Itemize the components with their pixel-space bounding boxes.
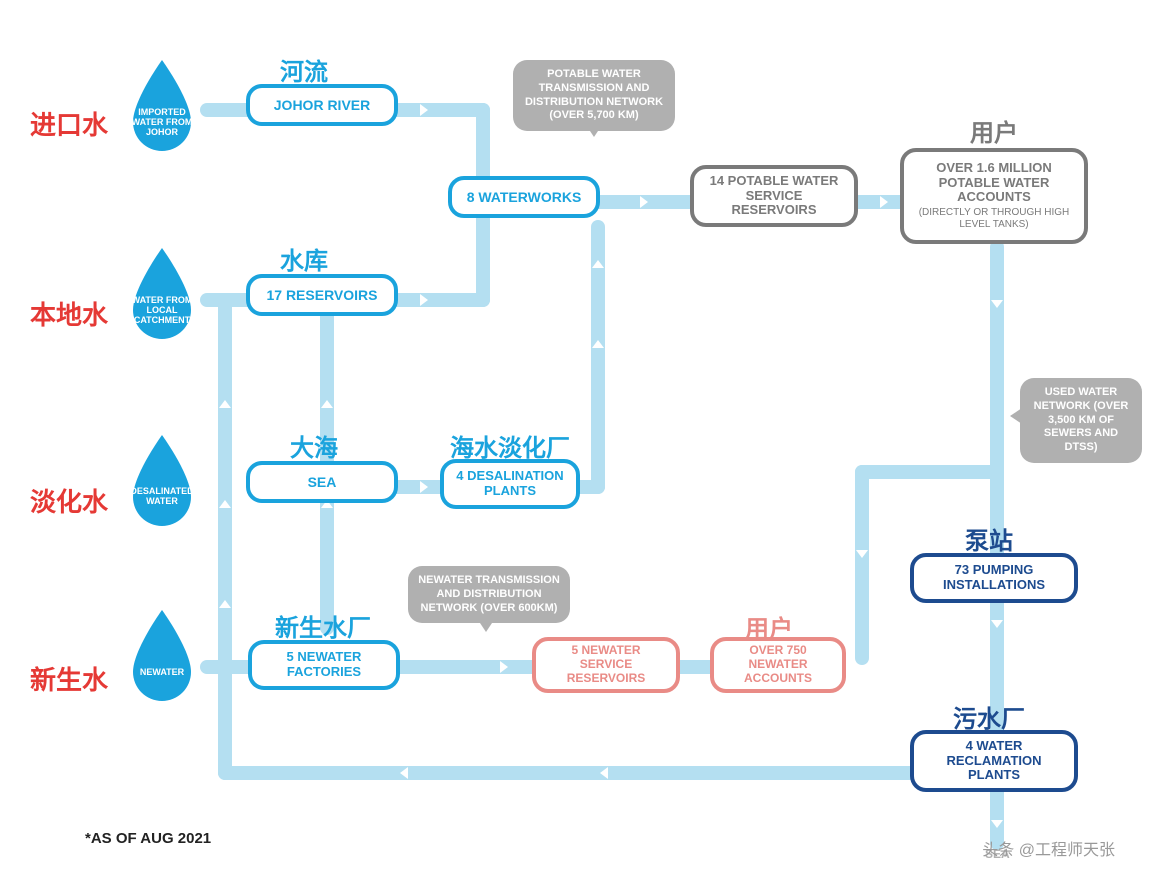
node-sea: SEA	[246, 461, 398, 503]
flow-arrow	[500, 661, 508, 673]
flow-arrow	[321, 400, 333, 408]
flow-arrow	[880, 196, 888, 208]
watermark: 头条 @工程师天张	[982, 836, 1115, 860]
pipe	[476, 210, 490, 307]
info-used-water-network: USED WATER NETWORK (OVER 3,500 KM OF SEW…	[1020, 378, 1142, 463]
node-accounts-sub: (DIRECTLY OR THROUGH HIGH LEVEL TANKS)	[912, 207, 1076, 231]
heading-pump: 泵站	[965, 521, 1013, 556]
flow-arrow	[420, 481, 428, 493]
pipe	[855, 465, 1004, 479]
info-newater-network: NEWATER TRANSMISSION AND DISTRIBUTION NE…	[408, 566, 570, 623]
flow-arrow	[219, 600, 231, 608]
flow-arrow	[420, 294, 428, 306]
flow-arrow	[856, 550, 868, 558]
heading-river: 河流	[280, 52, 328, 87]
flow-arrow	[400, 767, 408, 779]
node-johor-river: JOHOR RIVER	[246, 84, 398, 126]
drop-icon-newater	[125, 610, 199, 710]
pipe	[855, 465, 869, 665]
node-potable-reservoirs: 14 POTABLE WATER SERVICE RESERVOIRS	[690, 165, 858, 227]
node-accounts-main: OVER 1.6 MILLION POTABLE WATER ACCOUNTS	[912, 161, 1076, 206]
drop-label-desal: DESALINATED WATER	[125, 487, 199, 507]
heading-reservoir: 水库	[280, 241, 328, 276]
info-notch	[586, 125, 602, 137]
label-local-cn: 本地水	[30, 295, 108, 332]
flow-arrow	[991, 300, 1003, 308]
info-potable-network: POTABLE WATER TRANSMISSION AND DISTRIBUT…	[513, 60, 675, 131]
flow-arrow	[991, 620, 1003, 628]
info-notch	[478, 620, 494, 632]
label-imported-cn: 进口水	[30, 105, 108, 142]
drop-icon-desal	[125, 435, 199, 535]
flow-arrow	[991, 820, 1003, 828]
drop-label-newater: NEWATER	[125, 668, 199, 678]
pipe	[390, 293, 490, 307]
heading-newater-plant: 新生水厂	[275, 608, 371, 643]
node-newater-accounts: OVER 750 NEWATER ACCOUNTS	[710, 637, 846, 693]
flow-arrow	[219, 400, 231, 408]
flow-arrow	[640, 196, 648, 208]
node-waterworks: 8 WATERWORKS	[448, 176, 600, 218]
heading-sea: 大海	[290, 428, 338, 463]
node-17-reservoirs: 17 RESERVOIRS	[246, 274, 398, 316]
node-accounts: OVER 1.6 MILLION POTABLE WATER ACCOUNTS …	[900, 148, 1088, 244]
pipe	[390, 103, 490, 117]
drop-label-imported: IMPORTED WATER FROM JOHOR	[125, 108, 199, 138]
node-reclamation: 4 WATER RECLAMATION PLANTS	[910, 730, 1078, 792]
pipe	[218, 766, 998, 780]
heading-users-grey: 用户	[970, 113, 1018, 148]
footnote: *AS OF AUG 2021	[85, 830, 211, 847]
info-notch	[1010, 408, 1022, 424]
pipe	[218, 300, 232, 780]
node-desalination: 4 DESALINATION PLANTS	[440, 459, 580, 509]
node-newater-reservoirs: 5 NEWATER SERVICE RESERVOIRS	[532, 637, 680, 693]
label-desal-cn: 淡化水	[30, 482, 108, 519]
flow-arrow	[592, 340, 604, 348]
heading-wwtp: 污水厂	[953, 699, 1025, 734]
label-newater-cn: 新生水	[30, 660, 108, 697]
flow-arrow	[219, 500, 231, 508]
drop-label-local: WATER FROM LOCAL CATCHMENT	[125, 296, 199, 326]
flow-arrow	[600, 767, 608, 779]
flow-arrow	[592, 260, 604, 268]
node-pumping: 73 PUMPING INSTALLATIONS	[910, 553, 1078, 603]
heading-desal-plant: 海水淡化厂	[450, 428, 570, 463]
flow-arrow	[420, 104, 428, 116]
node-newater-factories: 5 NEWATER FACTORIES	[248, 640, 400, 690]
